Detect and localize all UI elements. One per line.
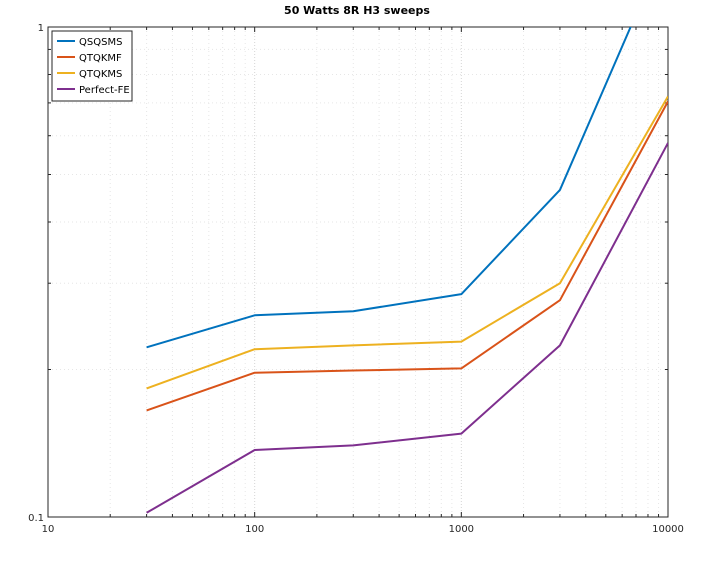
plot-area-frame [47, 26, 669, 518]
y-tick-label: 1 [38, 23, 44, 34]
legend-label: QTQKMF [79, 53, 122, 64]
series-line [146, 95, 668, 390]
x-tick-label: 10000 [652, 524, 684, 535]
x-tick-label: 100 [245, 524, 264, 535]
axis-ticks [47, 26, 668, 518]
legend-label: Perfect-FE [79, 85, 130, 96]
legend-label: QTQKMS [79, 69, 122, 80]
series-lines [146, 27, 668, 514]
x-tick-label: 10 [42, 524, 55, 535]
grid-minor [48, 27, 668, 517]
legend: QSQSMS QTQKMF QTQKMS Perfect-FE [51, 30, 133, 102]
chart-title: 50 Watts 8R H3 sweeps [284, 4, 430, 17]
series-line [146, 142, 668, 514]
series-line [146, 100, 668, 412]
x-tick-label: 1000 [449, 524, 474, 535]
axis-tick-labels: 10 100 1000 10000 0.1 1 [28, 23, 684, 535]
series-line [146, 27, 632, 349]
y-tick-label: 0.1 [28, 513, 44, 524]
legend-label: QSQSMS [79, 37, 122, 48]
